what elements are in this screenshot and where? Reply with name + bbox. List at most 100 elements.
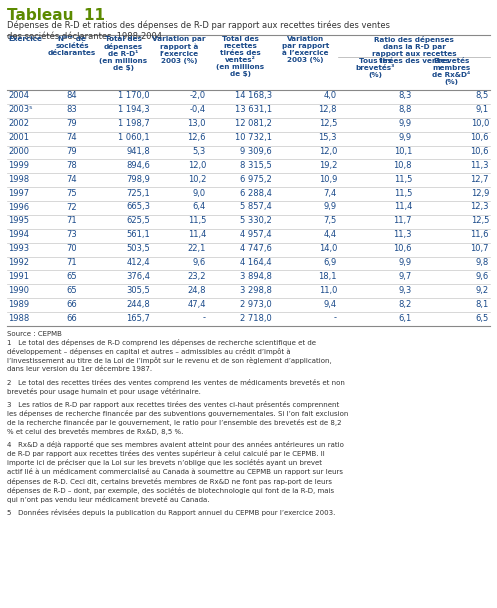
Text: 8 315,5: 8 315,5 [240,161,272,170]
Text: 10,1: 10,1 [394,147,412,156]
Text: 376,4: 376,4 [126,272,150,281]
Text: Tous les
brevetés³
(%): Tous les brevetés³ (%) [356,58,395,78]
Text: Brevetés
membres
de Rx&D⁴
(%): Brevetés membres de Rx&D⁴ (%) [432,58,471,85]
Text: Exercice: Exercice [8,36,42,42]
Text: 7,5: 7,5 [324,216,337,226]
Text: 165,7: 165,7 [126,314,150,323]
Text: 11,3: 11,3 [471,161,489,170]
Text: 2 718,0: 2 718,0 [240,314,272,323]
Text: 11,6: 11,6 [471,230,489,240]
Text: 9,2: 9,2 [476,286,489,295]
Text: 2   Le total des recettes tirées des ventes comprend les ventes de médicaments b: 2 Le total des recettes tirées des vente… [7,379,345,395]
Text: 2002: 2002 [8,119,29,128]
Text: Variation
par rapport
à l’exercice
2003 (%): Variation par rapport à l’exercice 2003 … [282,36,329,63]
Text: 8,1: 8,1 [476,300,489,309]
Text: 9,7: 9,7 [399,272,412,281]
Text: 2000: 2000 [8,147,29,156]
Text: 11,5: 11,5 [188,216,206,226]
Text: 4 957,4: 4 957,4 [241,230,272,240]
Text: 9 309,6: 9 309,6 [240,147,272,156]
Text: 66: 66 [67,314,78,323]
Text: 10,8: 10,8 [394,161,412,170]
Text: 11,5: 11,5 [394,188,412,198]
Text: 5,3: 5,3 [193,147,206,156]
Text: 894,6: 894,6 [126,161,150,170]
Text: 14 168,3: 14 168,3 [235,91,272,100]
Text: 6,1: 6,1 [399,314,412,323]
Text: 1 170,0: 1 170,0 [118,91,150,100]
Text: 9,6: 9,6 [476,272,489,281]
Text: 65: 65 [67,272,78,281]
Text: 22,1: 22,1 [188,244,206,253]
Text: 2004: 2004 [8,91,29,100]
Text: 9,4: 9,4 [324,300,337,309]
Text: 1 060,1: 1 060,1 [118,133,150,142]
Text: 6,4: 6,4 [193,202,206,212]
Text: 71: 71 [67,216,78,226]
Text: 12,3: 12,3 [471,202,489,212]
Text: 84: 84 [67,91,78,100]
Text: 6 288,4: 6 288,4 [240,188,272,198]
Text: 625,5: 625,5 [126,216,150,226]
Text: 14,0: 14,0 [319,244,337,253]
Text: 8,2: 8,2 [399,300,412,309]
Text: 8,3: 8,3 [399,91,412,100]
Text: 19,2: 19,2 [319,161,337,170]
Text: 11,3: 11,3 [394,230,412,240]
Text: 72: 72 [67,202,78,212]
Text: 1999: 1999 [8,161,29,170]
Text: 9,9: 9,9 [399,119,412,128]
Text: 9,3: 9,3 [399,286,412,295]
Text: 8,8: 8,8 [399,105,412,114]
Text: 4   Rx&D a déjà rapporté que ses membres avaient atteint pour des années antérie: 4 Rx&D a déjà rapporté que ses membres a… [7,441,344,503]
Text: 8,5: 8,5 [476,91,489,100]
Text: 12,5: 12,5 [471,216,489,226]
Text: 78: 78 [67,161,78,170]
Text: 65: 65 [67,286,78,295]
Text: 74: 74 [67,174,78,184]
Text: 10,2: 10,2 [188,174,206,184]
Text: 4 747,6: 4 747,6 [240,244,272,253]
Text: Total des
recettes
tirées des
ventes²
(en millions
de $): Total des recettes tirées des ventes² (e… [216,36,264,77]
Text: 1988: 1988 [8,314,29,323]
Text: 2 973,0: 2 973,0 [240,300,272,309]
Text: 18,1: 18,1 [319,272,337,281]
Text: 503,5: 503,5 [126,244,150,253]
Text: 12,7: 12,7 [471,174,489,184]
Text: -2,0: -2,0 [190,91,206,100]
Text: 4,0: 4,0 [324,91,337,100]
Text: 83: 83 [67,105,78,114]
Text: 12 081,2: 12 081,2 [235,119,272,128]
Text: 1 198,7: 1 198,7 [118,119,150,128]
Text: 3   Les ratios de R-D par rapport aux recettes tirées des ventes ci-haut présent: 3 Les ratios de R-D par rapport aux rece… [7,401,348,435]
Text: 1992: 1992 [8,258,29,267]
Text: 305,5: 305,5 [126,286,150,295]
Text: 4 164,4: 4 164,4 [241,258,272,267]
Text: 70: 70 [67,244,78,253]
Text: 5   Données révisées depuis la publication du Rapport annuel du CEPMB pour l’exe: 5 Données révisées depuis la publication… [7,510,335,516]
Text: 1   Le total des dépenses de R-D comprend les dépenses de recherche scientifique: 1 Le total des dépenses de R-D comprend … [7,339,332,372]
Text: 2001: 2001 [8,133,29,142]
Text: 11,4: 11,4 [188,230,206,240]
Text: 74: 74 [67,133,78,142]
Text: 9,6: 9,6 [193,258,206,267]
Text: 10,9: 10,9 [319,174,337,184]
Text: 79: 79 [67,147,78,156]
Text: 9,1: 9,1 [476,105,489,114]
Text: -0,4: -0,4 [190,105,206,114]
Text: 9,9: 9,9 [399,133,412,142]
Text: 12,6: 12,6 [187,133,206,142]
Text: 1996: 1996 [8,202,29,212]
Text: 71: 71 [67,258,78,267]
Text: 12,0: 12,0 [188,161,206,170]
Text: 75: 75 [67,188,78,198]
Text: 725,1: 725,1 [126,188,150,198]
Text: 1993: 1993 [8,244,29,253]
Text: 11,5: 11,5 [394,174,412,184]
Text: 12,9: 12,9 [471,188,489,198]
Text: -: - [334,314,337,323]
Text: 79: 79 [67,119,78,128]
Text: Total des
dépenses
de R-D¹
(en millions
de $): Total des dépenses de R-D¹ (en millions … [99,36,148,71]
Text: Dépenses de R-D et ratios des dépenses de R-D par rapport aux recettes tirées de: Dépenses de R-D et ratios des dépenses d… [7,20,390,41]
Text: 10,6: 10,6 [394,244,412,253]
